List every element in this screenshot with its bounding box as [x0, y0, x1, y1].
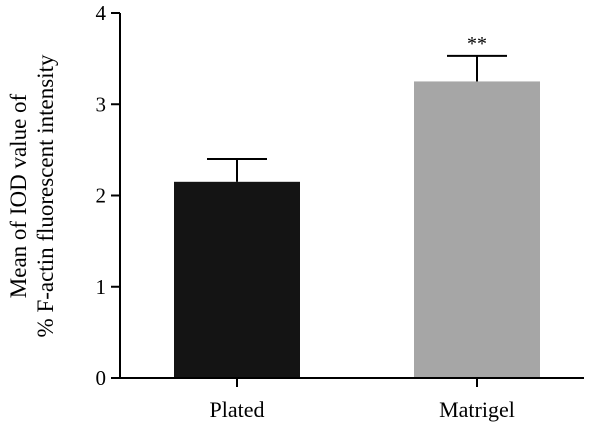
x-axis-labels: Plated Matrigel — [210, 397, 515, 422]
significance-markers: ** — [467, 33, 487, 55]
y-axis-label: Mean of IOD value of% F-actin fluorescen… — [6, 54, 58, 337]
bar-matrigel — [414, 81, 540, 378]
y-tick-label-3: 3 — [96, 92, 107, 116]
error-bars — [207, 54, 507, 182]
y-tick-label-2: 2 — [96, 184, 107, 208]
y-axis-ticks: 0 1 2 3 4 — [96, 1, 120, 390]
axes — [119, 13, 584, 387]
y-tick-label-1: 1 — [96, 275, 107, 299]
y-axis-label-line-2: % F-actin fluorescent intensity — [33, 54, 58, 337]
y-axis-label-line-1: Mean of IOD value of — [6, 93, 31, 298]
y-tick-label-0: 0 — [96, 366, 107, 390]
bar-plated — [174, 181, 300, 378]
bars — [174, 81, 540, 378]
y-tick-label-4: 4 — [96, 1, 107, 25]
x-tick-label-matrigel: Matrigel — [439, 397, 515, 422]
x-tick-label-plated: Plated — [210, 397, 265, 422]
significance-matrigel: ** — [467, 33, 487, 55]
y-axis-title: Mean of IOD value of% F-actin fluorescen… — [6, 54, 58, 337]
